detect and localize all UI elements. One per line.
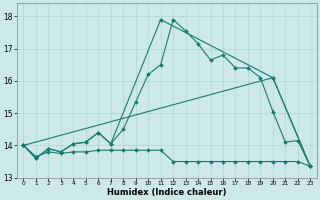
X-axis label: Humidex (Indice chaleur): Humidex (Indice chaleur) [107, 188, 227, 197]
